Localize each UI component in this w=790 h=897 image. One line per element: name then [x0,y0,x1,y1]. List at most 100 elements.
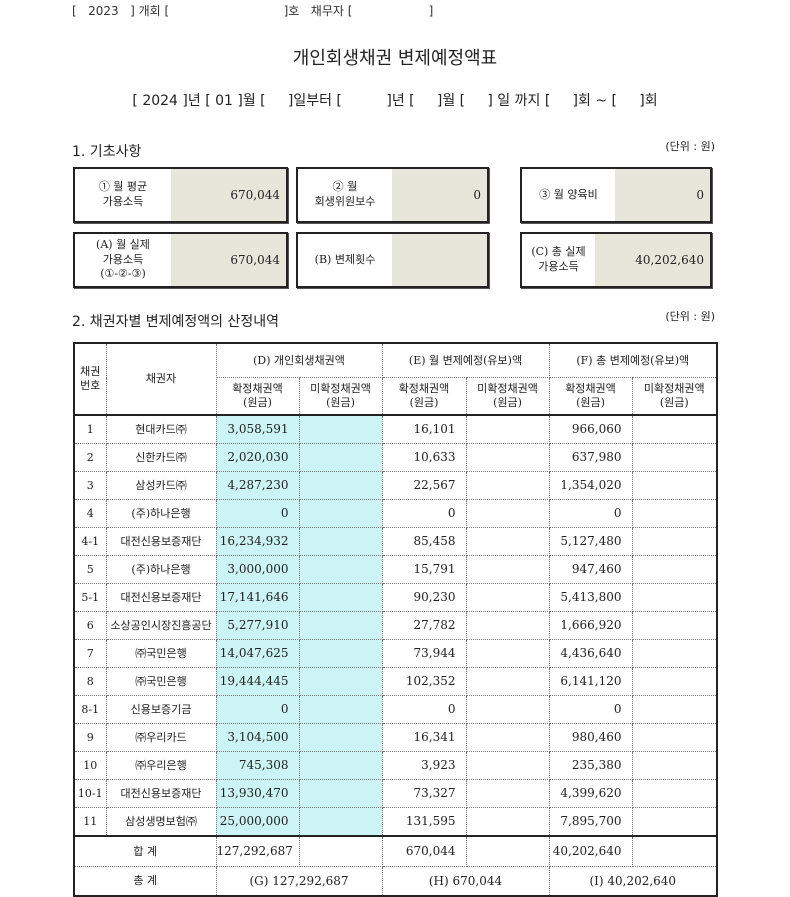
table-row: 5 (주)하나은행 3,000,000 15,791 947,460 [73,555,718,584]
table-row: 4 (주)하나은행 0 0 0 [73,499,718,528]
row-d-confirmed: 16,234,932 [215,527,300,556]
row-d-confirmed: 3,104,500 [215,723,300,752]
row-e-confirmed: 85,458 [381,527,467,556]
table-row: 3 삼성카드㈜ 4,287,230 22,567 1,354,020 [73,471,718,500]
row-creditor: 신한카드㈜ [105,443,217,472]
row-no: 10 [73,751,107,780]
table-row: 10 ㈜우리은행 745,308 3,923 235,380 [73,751,718,780]
row-f-confirmed: 947,460 [548,555,633,584]
header-f: (F) 총 변제예정(유보)액 [548,342,718,378]
row-d-confirmed: 745,308 [215,751,300,780]
total-f: 40,202,640 [548,835,633,867]
row-f-confirmed: 6,141,120 [548,667,633,696]
section2-unit: (단위 : 원) [665,310,715,323]
box-label: (C) 총 실제 가용소득 [531,245,586,273]
row-d-confirmed: 5,277,910 [215,611,300,640]
box-value: 40,202,640 [595,234,710,286]
row-e-unconfirmed [465,555,550,584]
row-e-confirmed: 73,944 [381,639,467,668]
row-creditor: (주)하나은행 [105,499,217,528]
table-row: 8-1 신용보증기금 0 0 0 [73,695,718,724]
period-line: [ 2024 ]년 [ 01 ]월 [ ]일부터 [ ]년 [ ]월 [ ] 일… [132,93,658,109]
row-d-unconfirmed [298,807,383,837]
grand-g: (G) 127,292,687 [215,866,383,897]
row-creditor: (주)하나은행 [105,555,217,584]
row-d-unconfirmed [298,414,383,444]
row-f-confirmed: 1,354,020 [548,471,633,500]
row-f-unconfirmed [631,555,718,584]
row-creditor: ㈜우리카드 [105,723,217,752]
row-e-unconfirmed [465,667,550,696]
table-row: 5-1 대전신용보증재단 17,141,646 90,230 5,413,800 [73,583,718,612]
row-no: 5-1 [73,583,107,612]
row-no: 2 [73,443,107,472]
row-d-unconfirmed [298,751,383,780]
row-no: 8 [73,667,107,696]
row-no: 11 [73,807,107,837]
row-e-confirmed: 10,633 [381,443,467,472]
row-d-unconfirmed [298,555,383,584]
row-f-unconfirmed [631,414,718,444]
box-label: ① 월 평균 가용소득 [98,180,148,208]
box-value: 670,044 [171,234,286,286]
basic-box: (A) 월 실제 가용소득 (①-②-③) 670,044 [73,232,288,288]
row-d-unconfirmed [298,583,383,612]
row-f-unconfirmed [631,471,718,500]
page-title: 개인회생채권 변제예정액표 [292,48,498,69]
box-label: ③ 월 양육비 [539,187,598,201]
section1-unit: (단위 : 원) [665,140,715,153]
row-f-confirmed: 637,980 [548,443,633,472]
row-d-confirmed: 0 [215,695,300,724]
row-e-unconfirmed [465,611,550,640]
row-d-confirmed: 0 [215,499,300,528]
total-row: 합 계 127,292,687 670,044 40,202,640 [73,835,718,867]
row-d-confirmed: 14,047,625 [215,639,300,668]
table-row: 11 삼성생명보험㈜ 25,000,000 131,595 7,895,700 [73,807,718,837]
row-no: 9 [73,723,107,752]
row-creditor: 신용보증기금 [105,695,217,724]
row-no: 10-1 [73,779,107,808]
header-f-unconfirmed: 미확정채권액 (원금) [631,377,718,416]
row-creditor: ㈜국민은행 [105,667,217,696]
header-no: 채권 번호 [73,342,107,416]
row-e-unconfirmed [465,471,550,500]
row-e-unconfirmed [465,443,550,472]
row-no: 8-1 [73,695,107,724]
row-no: 7 [73,639,107,668]
row-f-confirmed: 5,413,800 [548,583,633,612]
row-f-unconfirmed [631,639,718,668]
row-d-unconfirmed [298,667,383,696]
table-row: 1 현대카드㈜ 3,058,591 16,101 966,060 [73,414,718,444]
header-d-confirmed: 확정채권액 (원금) [215,377,300,416]
row-e-confirmed: 0 [381,695,467,724]
row-no: 5 [73,555,107,584]
table-row: 6 소상공인시장진흥공단 5,277,910 27,782 1,666,920 [73,611,718,640]
row-d-confirmed: 2,020,030 [215,443,300,472]
row-d-confirmed: 25,000,000 [215,807,300,837]
empty-cell [298,835,383,867]
empty-cell [465,835,550,867]
table-row: 2 신한카드㈜ 2,020,030 10,633 637,980 [73,443,718,472]
header-e-unconfirmed: 미확정채권액 (원금) [465,377,550,416]
row-f-unconfirmed [631,751,718,780]
row-no: 3 [73,471,107,500]
row-e-confirmed: 16,101 [381,414,467,444]
box-label: ② 월 회생위원보수 [314,180,376,208]
table-row: 10-1 대전신용보증재단 13,930,470 73,327 4,399,62… [73,779,718,808]
row-f-confirmed: 980,460 [548,723,633,752]
table-row: 4-1 대전신용보증재단 16,234,932 85,458 5,127,480 [73,527,718,556]
row-e-confirmed: 0 [381,499,467,528]
row-f-confirmed: 7,895,700 [548,807,633,837]
row-d-confirmed: 19,444,445 [215,667,300,696]
header-d-unconfirmed: 미확정채권액 (원금) [298,377,383,416]
row-f-unconfirmed [631,667,718,696]
header-d: (D) 개인회생채권액 [215,342,383,378]
row-d-unconfirmed [298,443,383,472]
header-f-confirmed: 확정채권액 (원금) [548,377,633,416]
row-e-confirmed: 102,352 [381,667,467,696]
row-d-unconfirmed [298,471,383,500]
row-creditor: 삼성카드㈜ [105,471,217,500]
row-e-confirmed: 90,230 [381,583,467,612]
row-f-confirmed: 5,127,480 [548,527,633,556]
basic-box: (C) 총 실제 가용소득 40,202,640 [520,232,712,288]
